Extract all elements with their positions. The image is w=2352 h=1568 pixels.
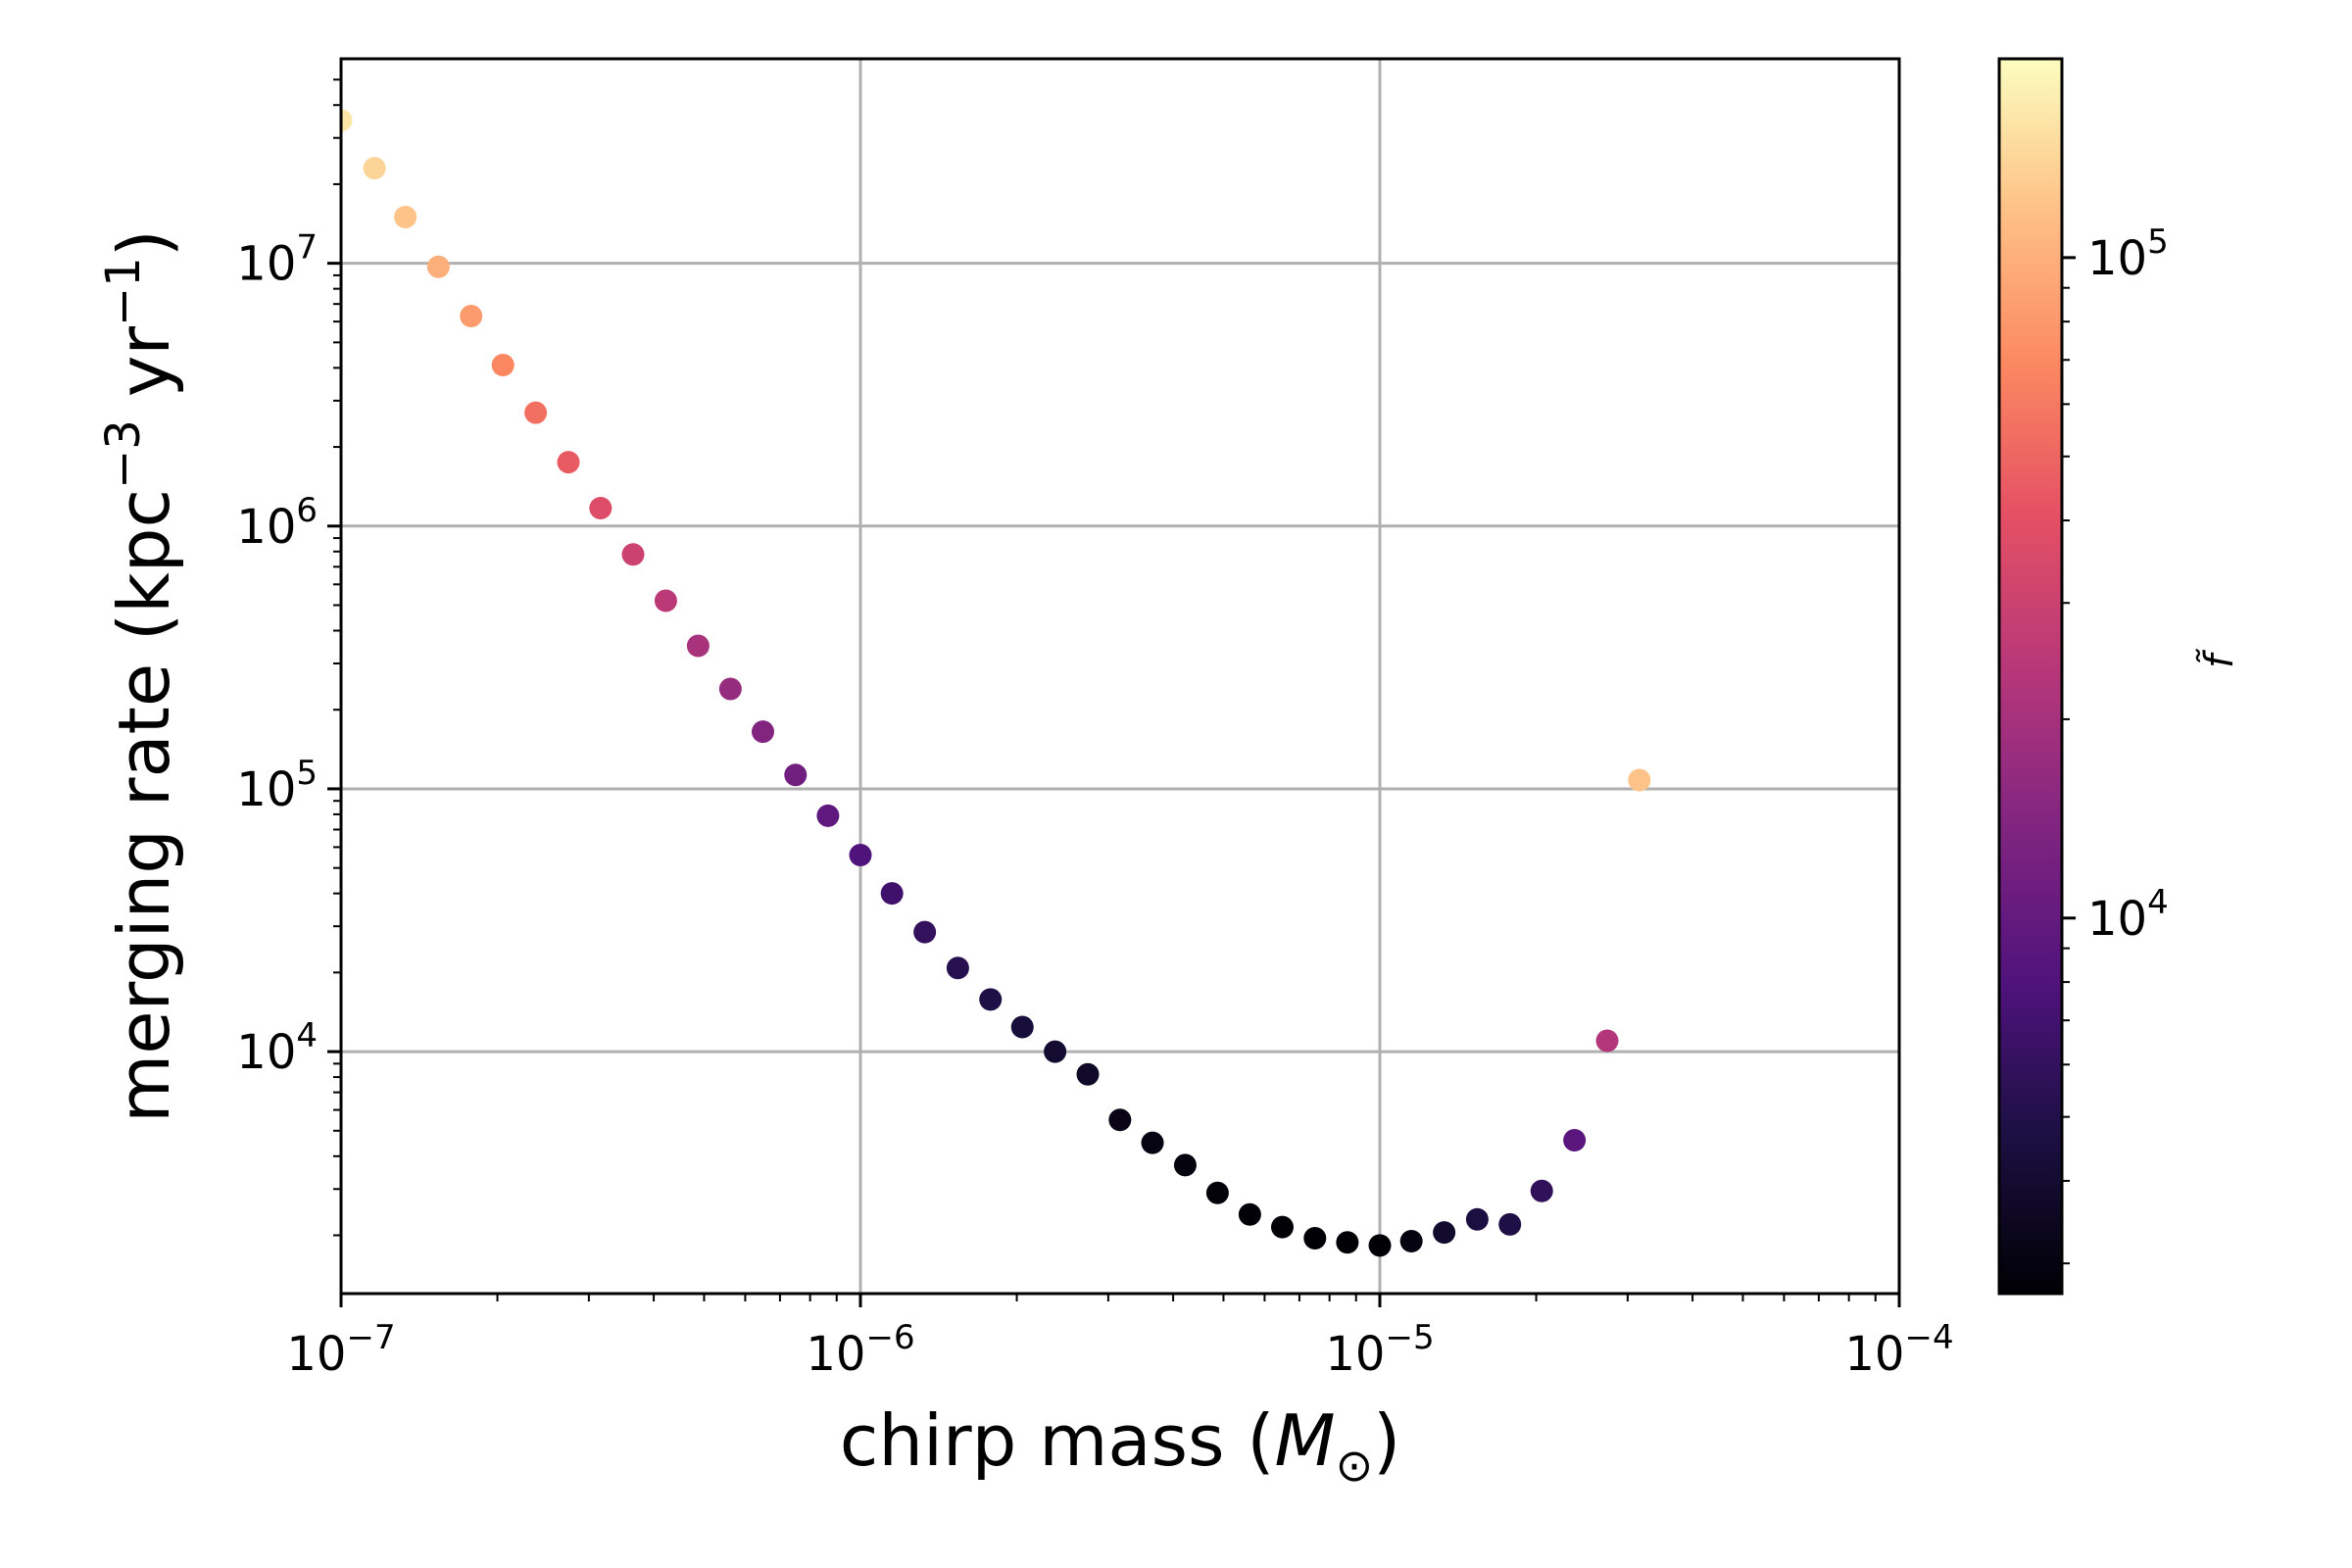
grid-lines [341, 59, 1899, 1294]
scatter-point [491, 353, 514, 376]
x-tick-label: 10−6 [806, 1318, 914, 1382]
scatter-points [341, 109, 1651, 1257]
scatter-point [849, 843, 872, 866]
y-tick-label: 105 [236, 754, 318, 817]
scatter-point [1303, 1226, 1327, 1250]
scatter-point [621, 543, 645, 566]
scatter-point [1399, 1229, 1423, 1252]
scatter-point [1628, 768, 1651, 792]
scatter-point [1563, 1129, 1587, 1152]
x-tick-labels: 10−7 10−6 10−5 10−4 [286, 1318, 1953, 1382]
colorbar-tick-label: 105 [2087, 222, 2169, 286]
scatter-point [1205, 1181, 1229, 1204]
colorbar [1999, 59, 2062, 1294]
scatter-point [1238, 1202, 1261, 1226]
scatter-point [426, 255, 450, 278]
colorbar-ticks: 104 105 [2062, 222, 2169, 1265]
colorbar-frame [1997, 57, 2064, 1296]
scatter-point [1465, 1207, 1489, 1231]
scatter-point [913, 920, 937, 944]
scatter-point [880, 882, 904, 906]
scatter-point [816, 804, 840, 827]
scatter-point [589, 497, 612, 520]
y-tick-label: 106 [236, 491, 318, 555]
scatter-point [1044, 1040, 1067, 1063]
scatter-point [686, 634, 710, 658]
scatter-point [1108, 1108, 1132, 1132]
colorbar-label: f̃ [2195, 648, 2242, 668]
scatter-point [394, 205, 417, 228]
scatter-point [1433, 1221, 1456, 1245]
scatter-point [1076, 1062, 1100, 1086]
y-tick-labels: 104 105 106 107 [236, 228, 318, 1080]
scatter-point [557, 451, 580, 474]
x-tick-label: 10−5 [1325, 1318, 1434, 1382]
scatter-point [1530, 1179, 1553, 1202]
scatter-point [946, 956, 969, 980]
scatter-point [718, 677, 742, 701]
scatter-point [1173, 1153, 1197, 1177]
x-tick-label: 10−4 [1844, 1318, 1953, 1382]
scatter-point [654, 589, 677, 612]
scatter-point [751, 720, 774, 744]
scatter-point [1368, 1234, 1392, 1257]
scatter-point [784, 763, 808, 787]
x-axis-label: chirp mass (M⊙) [840, 1399, 1400, 1492]
scatter-point [341, 109, 353, 132]
scatter-point [979, 988, 1003, 1011]
y-tick-label: 104 [236, 1016, 318, 1080]
scatter-point [1595, 1029, 1619, 1053]
x-tick-label: 10−7 [286, 1318, 395, 1382]
colorbar-tick-label: 104 [2087, 883, 2169, 947]
scatter-point [363, 157, 386, 180]
scatter-point [460, 304, 483, 327]
scatter-point [1141, 1131, 1164, 1154]
scatter-point [1336, 1231, 1359, 1254]
y-tick-label: 107 [236, 228, 318, 292]
y-axis-label: merging rate (kpc−3 yr−1) [96, 229, 185, 1123]
scatter-point [524, 401, 548, 424]
scatter-point [1010, 1015, 1034, 1039]
scatter-point [1498, 1212, 1522, 1236]
plot-frame [339, 57, 1901, 1296]
scatter-point [1270, 1215, 1294, 1239]
